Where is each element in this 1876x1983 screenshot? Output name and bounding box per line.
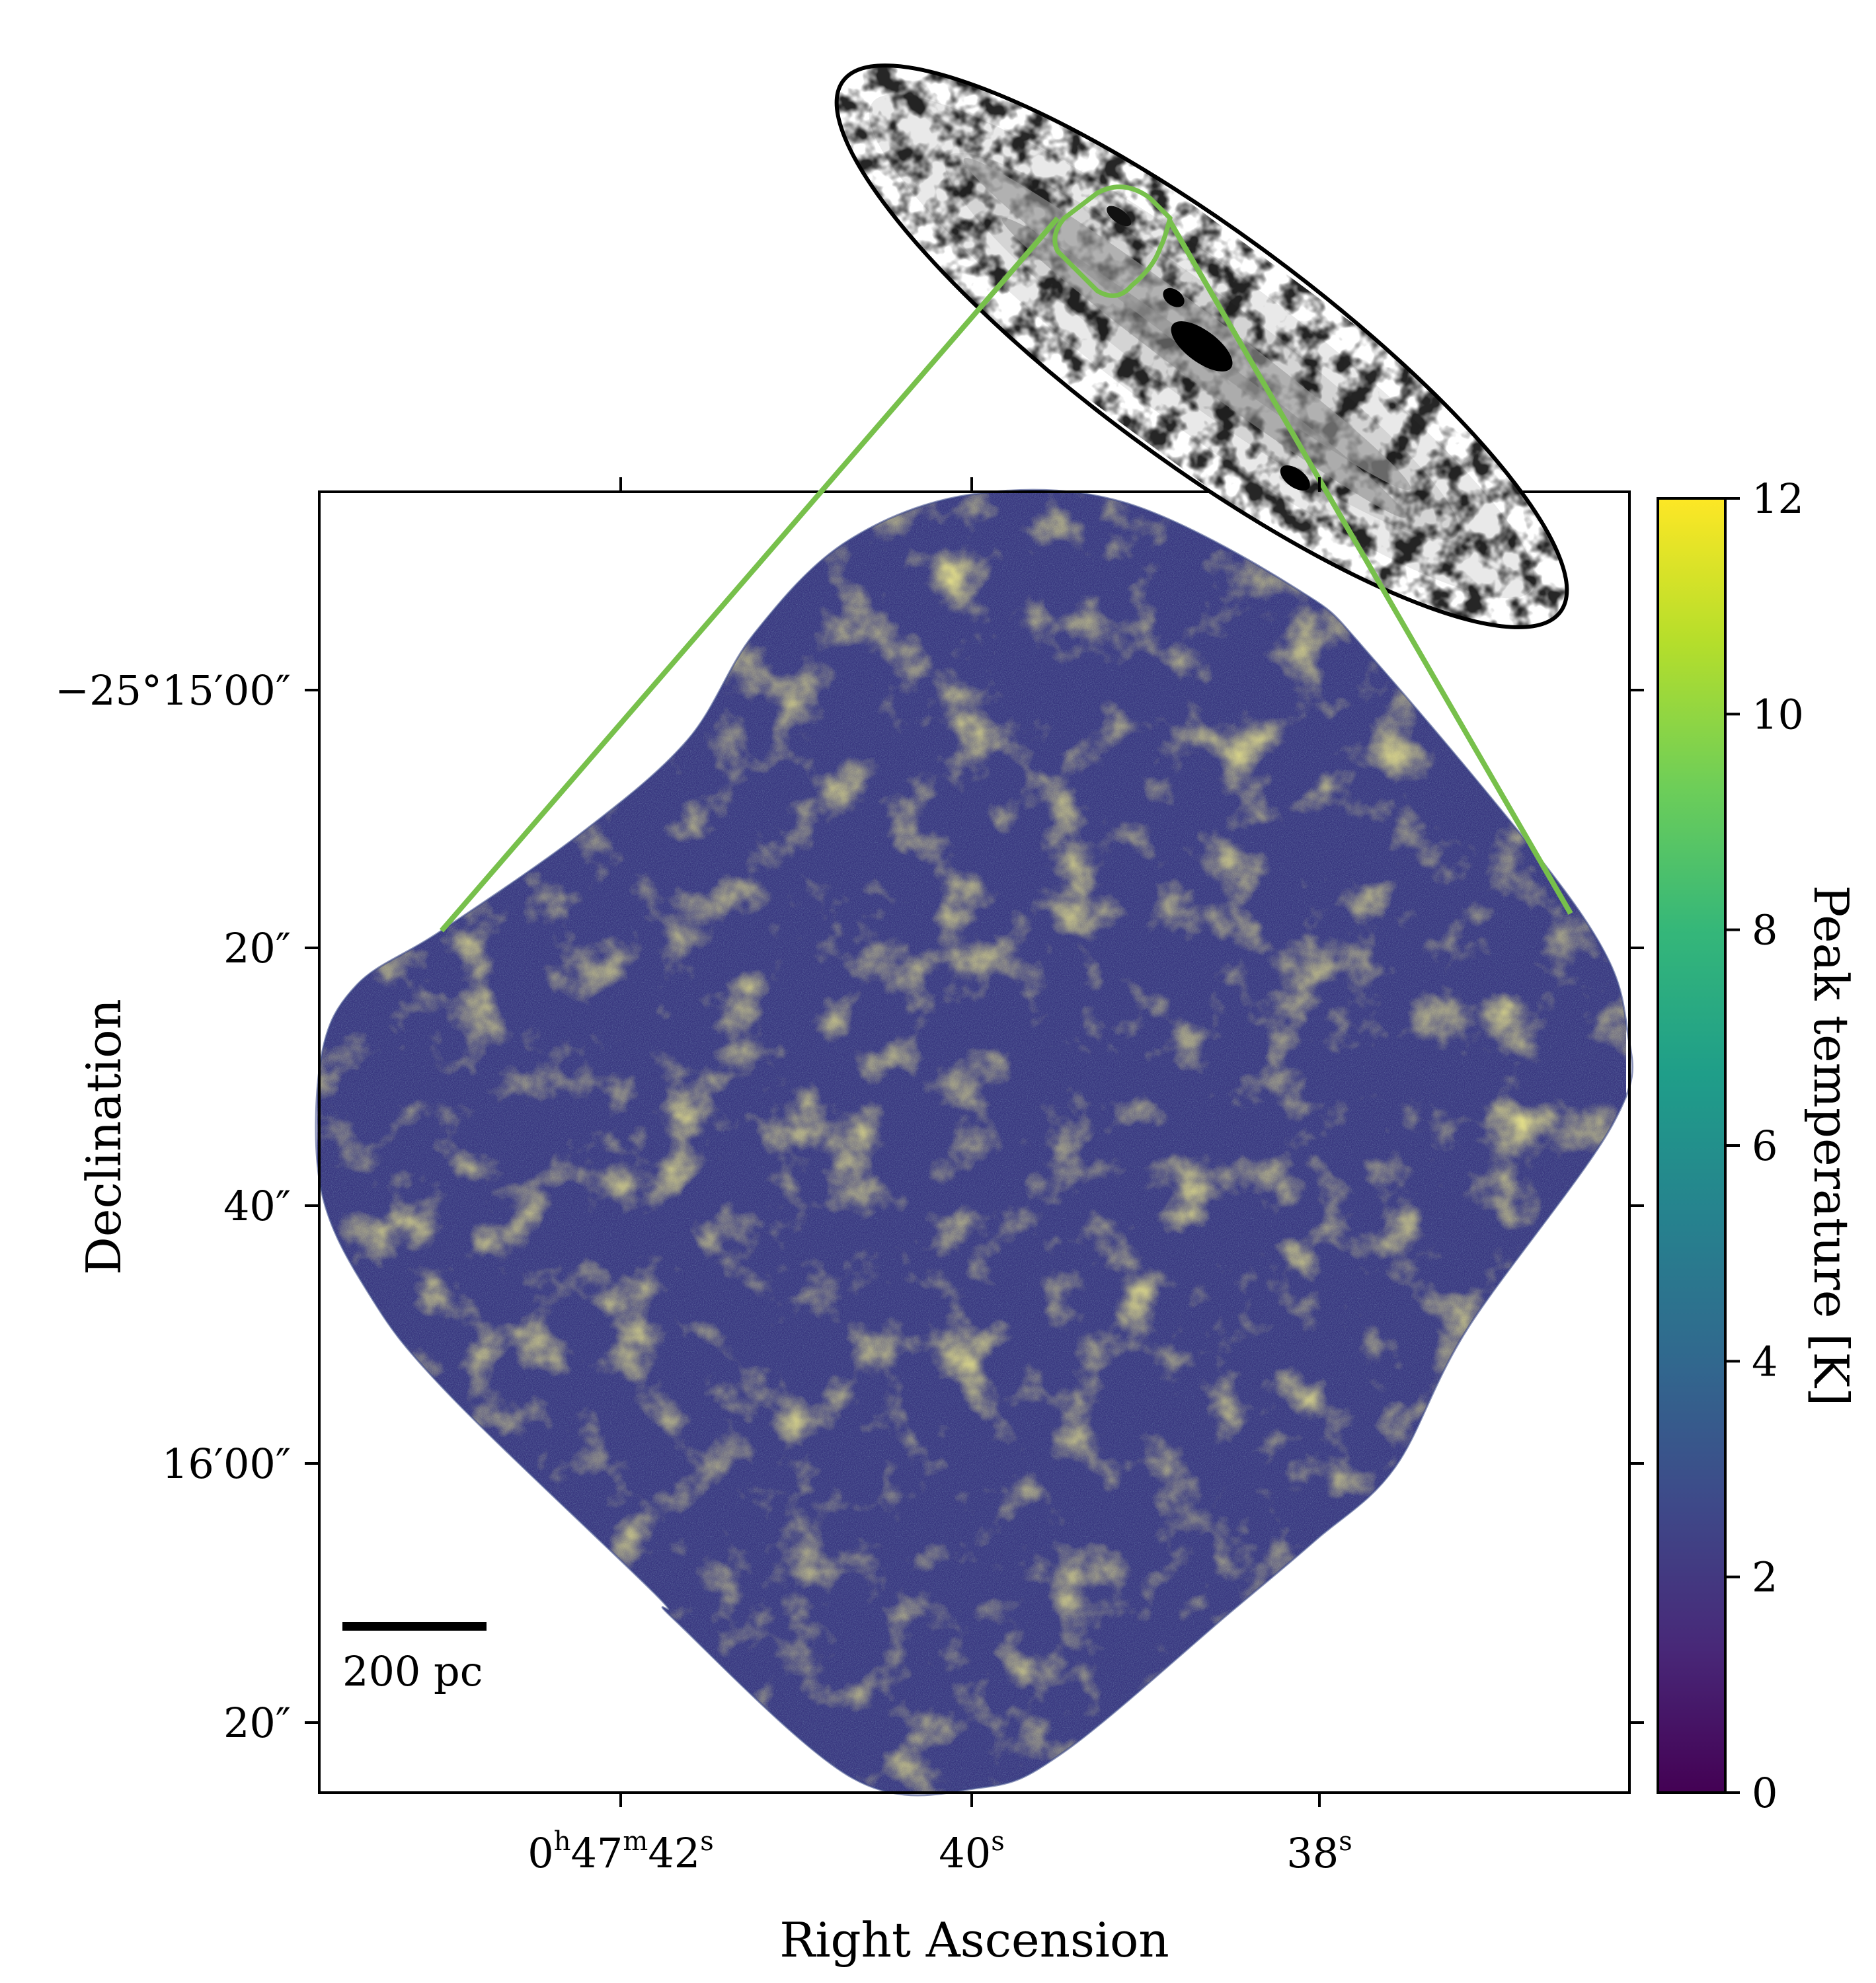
x-tick-label-1: 40s bbox=[939, 1826, 1004, 1877]
x-tick-0: 0h47m42s bbox=[528, 477, 714, 1877]
y-axis-title: Declination bbox=[76, 999, 132, 1275]
colorbar-title: Peak temperature [K] bbox=[1803, 885, 1859, 1406]
connector-right bbox=[1167, 219, 1573, 915]
plot-frame bbox=[318, 490, 1631, 1794]
peak-temperature-map bbox=[317, 490, 1626, 1791]
y-tick-label-0: −25°15′00″ bbox=[55, 666, 291, 715]
unit-h: h bbox=[554, 1826, 571, 1857]
x-tick-2: 38s bbox=[1286, 477, 1352, 1877]
y-tick-label-1: 20″ bbox=[223, 924, 291, 972]
y-axis: −25°15′00″ 20″ 40″ 16′00″ 20″ Declinatio… bbox=[55, 666, 1644, 1747]
unit-s-1: s bbox=[991, 1826, 1005, 1857]
x-tick-1: 40s bbox=[939, 477, 1005, 1877]
y-tick-label-2: 40″ bbox=[223, 1182, 291, 1230]
x-axis-title: Right Ascension bbox=[779, 1912, 1169, 1968]
x-tick-label-2: 38s bbox=[1286, 1826, 1352, 1877]
zoom-connectors bbox=[439, 216, 1573, 933]
colorbar-ticks: 0 2 4 6 8 10 12 bbox=[1725, 475, 1804, 1817]
y-tick-label-4: 20″ bbox=[223, 1699, 291, 1747]
colorbar-tick-label-1: 2 bbox=[1752, 1553, 1778, 1602]
y-tick-4: 20″ bbox=[223, 1699, 1644, 1747]
colorbar-tick-label-2: 4 bbox=[1752, 1337, 1778, 1385]
y-tick-label-3: 16′00″ bbox=[162, 1440, 291, 1488]
colorbar: 0 2 4 6 8 10 12 Peak temperature [K] bbox=[1657, 475, 1859, 1817]
colorbar-tick-label-0: 0 bbox=[1752, 1769, 1778, 1817]
map-axes bbox=[315, 488, 1633, 1797]
inset-outline bbox=[834, 63, 1569, 629]
y-tick-2: 40″ bbox=[223, 1182, 1644, 1230]
colorbar-tick-label-4: 8 bbox=[1752, 906, 1778, 954]
map-emission bbox=[317, 490, 1626, 1791]
inset-footprint bbox=[1052, 184, 1173, 298]
y-tick-3: 16′00″ bbox=[162, 1440, 1644, 1488]
colorbar-tick-label-5: 10 bbox=[1752, 690, 1804, 738]
galaxy-image bbox=[781, 0, 1623, 699]
colorbar-tick-label-3: 6 bbox=[1752, 1122, 1778, 1170]
colorbar-tick-label-6: 12 bbox=[1752, 475, 1804, 523]
scale-bar-line bbox=[342, 1622, 487, 1631]
y-tick-0: −25°15′00″ bbox=[55, 666, 1644, 715]
scale-bar: 200 pc bbox=[342, 1622, 487, 1695]
x-axis: 0h47m42s 40s 38s Right Ascension bbox=[528, 477, 1352, 1968]
y-tick-1: 20″ bbox=[223, 924, 1644, 972]
colorbar-gradient bbox=[1657, 497, 1727, 1794]
galaxy-inset bbox=[781, 0, 1623, 699]
scale-bar-label: 200 pc bbox=[342, 1647, 483, 1695]
unit-s-0: s bbox=[700, 1826, 714, 1857]
unit-m: m bbox=[623, 1826, 648, 1857]
connector-left bbox=[439, 216, 1060, 933]
x-tick-label-0: 0h47m42s bbox=[528, 1826, 714, 1877]
unit-s-2: s bbox=[1339, 1826, 1352, 1857]
